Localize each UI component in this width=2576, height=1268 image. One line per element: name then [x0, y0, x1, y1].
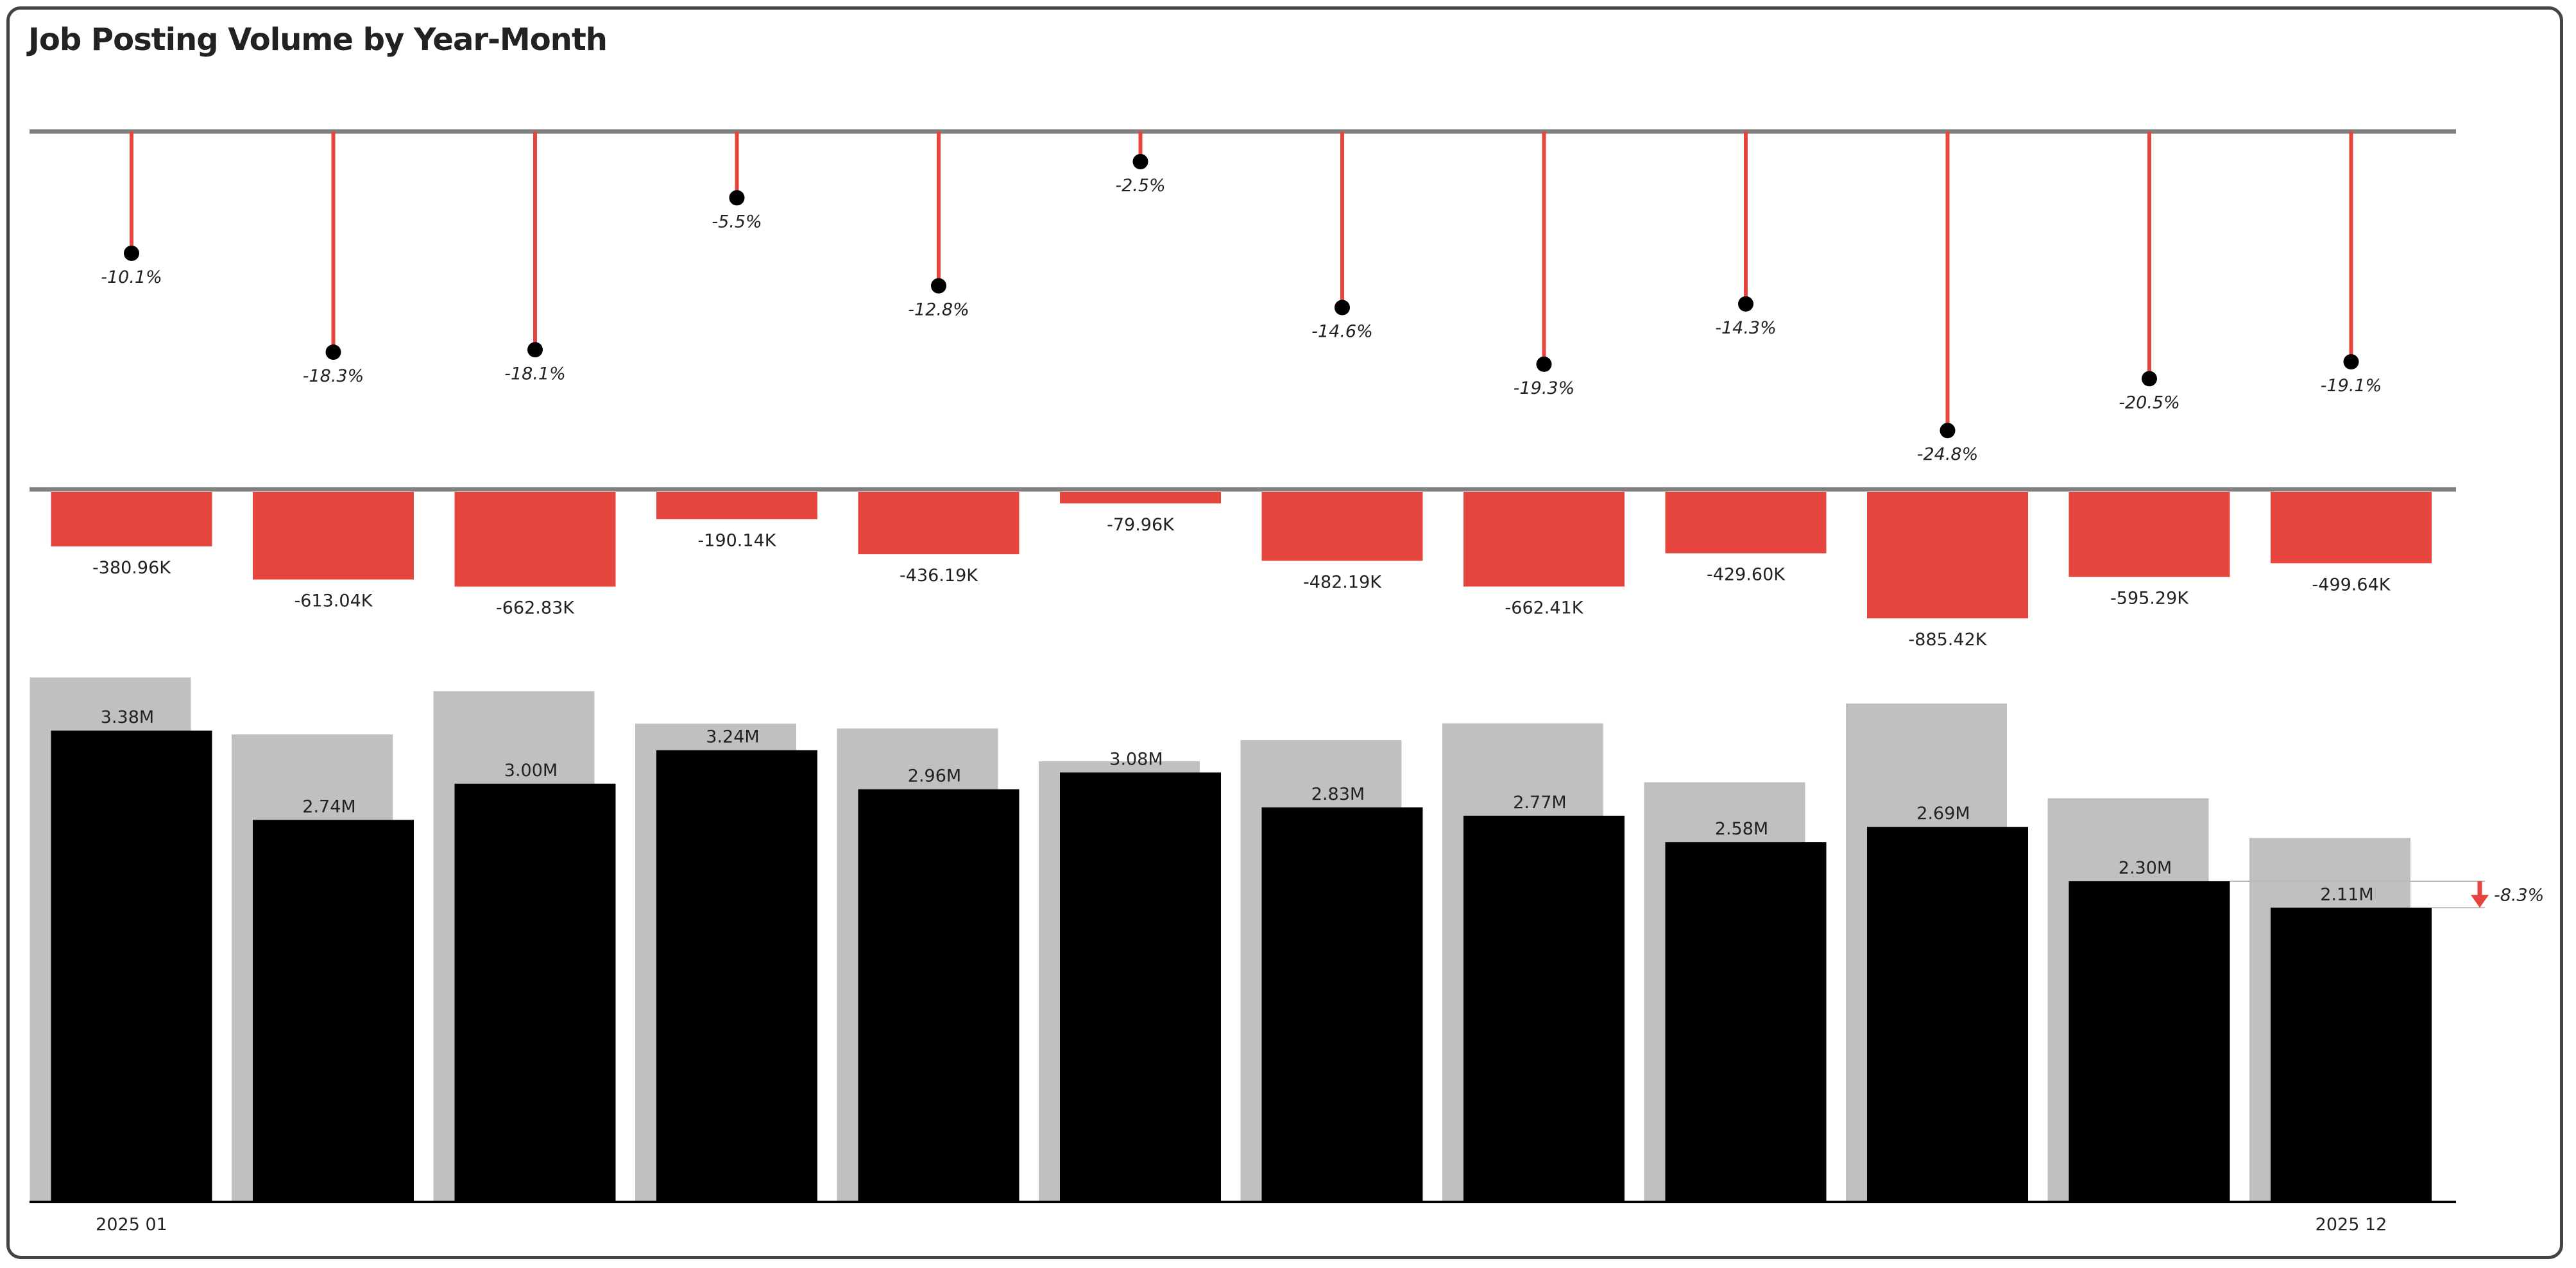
change-arrowhead-icon: [2471, 895, 2489, 908]
percent-label: -14.6%: [1311, 321, 1373, 341]
percent-label: -5.5%: [712, 212, 762, 232]
variance-bar: [1867, 492, 2028, 619]
percent-label: -20.5%: [2119, 393, 2180, 412]
percent-dot: [1335, 300, 1350, 316]
actual-label: 3.08M: [1109, 749, 1163, 769]
actual-label: 2.77M: [1513, 793, 1566, 813]
variance-label: -885.42K: [1909, 630, 1988, 650]
actual-label: 2.30M: [2119, 858, 2172, 878]
percent-label: -18.1%: [504, 364, 566, 384]
variance-bar: [1261, 492, 1423, 561]
x-tick-label: 2025 01: [96, 1215, 167, 1235]
variance-label: -436.19K: [900, 566, 978, 586]
actual-label: 3.38M: [101, 707, 154, 727]
variance-label: -662.83K: [496, 598, 575, 618]
variance-bar: [454, 492, 616, 587]
percent-dot: [527, 342, 543, 358]
actual-label: 2.11M: [2320, 884, 2373, 904]
percent-dot: [1940, 423, 1956, 439]
actual-label: 2.69M: [1916, 804, 1970, 824]
variance-label: -499.64K: [2312, 575, 2391, 595]
percent-label: -24.8%: [1917, 444, 1979, 464]
percent-label: -14.3%: [1715, 318, 1777, 338]
actual-bar: [454, 783, 616, 1202]
percent-dot: [1536, 356, 1552, 372]
actual-bar: [1261, 807, 1423, 1202]
actual-label: 2.96M: [908, 766, 961, 786]
variance-label: -662.41K: [1505, 598, 1584, 618]
variance-bar: [858, 492, 1019, 555]
actual-label: 3.00M: [504, 761, 558, 781]
percent-label: -2.5%: [1115, 176, 1165, 196]
actual-label: 2.74M: [302, 797, 355, 816]
actual-label: 3.24M: [706, 727, 759, 747]
actual-label: 2.83M: [1311, 784, 1365, 804]
actual-bar: [1665, 842, 1827, 1202]
actual-label: 2.58M: [1715, 819, 1768, 839]
actual-bar: [858, 789, 1019, 1202]
variance-label: -613.04K: [294, 591, 373, 611]
actual-bar: [253, 820, 414, 1202]
variance-bar: [2068, 492, 2230, 577]
variance-label: -482.19K: [1303, 572, 1382, 592]
x-tick-label: 2025 12: [2316, 1215, 2387, 1235]
percent-dot: [1738, 296, 1753, 312]
variance-bar: [1665, 492, 1827, 554]
chart-title: Job Posting Volume by Year-Month: [28, 22, 608, 58]
percent-label: -10.1%: [101, 267, 162, 287]
variance-label: -190.14K: [698, 530, 777, 550]
variance-bar: [656, 492, 817, 520]
variance-bar: [51, 492, 212, 546]
actual-bar: [656, 750, 817, 1202]
actual-bar: [1463, 815, 1625, 1202]
variance-bar: [1463, 492, 1625, 587]
variance-label: -595.29K: [2110, 589, 2189, 609]
actual-bar: [2068, 881, 2230, 1202]
change-label: -8.3%: [2494, 886, 2544, 906]
percent-label: -18.3%: [303, 366, 364, 386]
percent-dot: [1132, 154, 1148, 169]
variance-label: -429.60K: [1707, 565, 1786, 585]
variance-label: -380.96K: [92, 558, 171, 578]
actual-bar: [2271, 908, 2432, 1202]
variance-bar: [2271, 492, 2432, 564]
percent-label: -19.1%: [2321, 376, 2382, 396]
variance-label: -79.96K: [1107, 515, 1175, 535]
percent-label: -19.3%: [1514, 378, 1575, 398]
percent-dot: [2142, 371, 2157, 387]
percent-dot: [2343, 354, 2359, 370]
percent-dot: [124, 245, 139, 261]
variance-bar: [253, 492, 414, 580]
percent-dot: [931, 278, 946, 294]
percent-dot: [325, 344, 341, 360]
variance-bar: [1060, 492, 1221, 503]
percent-dot: [729, 190, 745, 206]
actual-bar: [1060, 772, 1221, 1202]
actual-bar: [51, 731, 212, 1202]
percent-label: -12.8%: [908, 300, 969, 320]
actual-bar: [1867, 827, 2028, 1202]
